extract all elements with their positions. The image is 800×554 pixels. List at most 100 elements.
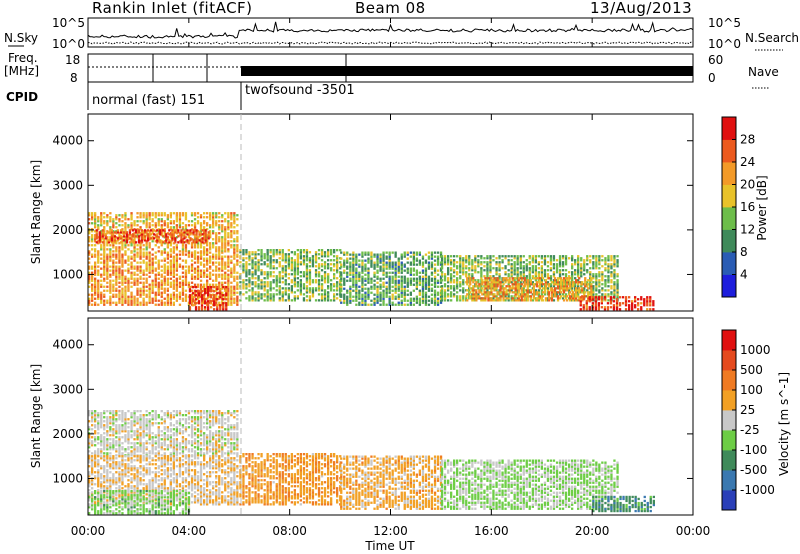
heatmap-cell-2	[100, 279, 103, 282]
heatmap-cell-5	[415, 273, 418, 276]
heatmap-cell-0	[88, 434, 91, 437]
heatmap-cell-0	[115, 430, 118, 433]
heatmap-cell-6	[528, 271, 531, 274]
heatmap-cell-0	[88, 232, 91, 235]
heatmap-cell-6	[507, 297, 510, 300]
heatmap-cell-4	[290, 287, 293, 290]
heatmap-cell-4	[260, 293, 263, 296]
heatmap-cell-6	[540, 279, 543, 282]
heatmap-cell-0	[115, 218, 118, 221]
heatmap-cell-4	[251, 277, 254, 280]
nave-tick-low: 0	[708, 71, 716, 85]
heatmap-cell-6	[543, 291, 547, 294]
heatmap-cell-7	[581, 295, 584, 298]
heatmap-cell-7	[569, 283, 572, 286]
heatmap-cell-2	[169, 303, 172, 306]
heatmap-cell-5	[391, 267, 394, 270]
heatmap-cell-4	[248, 281, 251, 284]
heatmap-cell-2	[209, 259, 212, 262]
heatmap-cell-2	[130, 273, 133, 276]
heatmap-cell-6	[456, 299, 459, 302]
heatmap-cell-4	[284, 265, 287, 268]
heatmap-cell-2	[91, 287, 94, 290]
heatmap-cell-2	[193, 303, 197, 306]
heatmap-cell-2	[215, 269, 218, 272]
heatmap-cell-1	[125, 233, 129, 236]
heatmap-cell-5	[394, 253, 397, 256]
heatmap-cell-0	[221, 244, 224, 247]
heatmap-cell-0	[100, 224, 103, 227]
heatmap-cell-1	[144, 237, 147, 240]
heatmap-cell-2	[203, 251, 206, 254]
heatmap-cell-0	[97, 250, 100, 253]
heatmap-cell-4	[254, 261, 257, 264]
heatmap-cell-5	[394, 285, 397, 288]
heatmap-cell-4	[299, 261, 302, 264]
heatmap-cell-7	[526, 299, 529, 302]
heatmap-cell-0	[133, 412, 136, 415]
heatmap-cell-0	[166, 226, 169, 229]
heatmap-cell-6	[601, 271, 604, 274]
heatmap-cell-2	[118, 257, 121, 260]
heatmap-cell-8	[634, 306, 637, 309]
heatmap-cell-4	[323, 299, 327, 302]
heatmap-cell-2	[115, 267, 118, 270]
heatmap-cell-2	[106, 253, 109, 256]
heatmap-cell-4	[275, 249, 278, 252]
heatmap-cell-0	[115, 242, 118, 245]
heatmap-cell-0	[124, 222, 127, 225]
heatmap-cell-6	[580, 271, 583, 274]
heatmap-cell-0	[175, 212, 178, 215]
heatmap-cell-2	[151, 257, 154, 260]
heatmap-cell-4	[308, 295, 312, 298]
heatmap-cell-0	[118, 424, 121, 427]
heatmap-cell-2	[175, 253, 178, 256]
heatmap-cell-0	[91, 234, 94, 237]
heatmap-cell-2	[106, 277, 109, 280]
heatmap-cell-5	[349, 279, 352, 282]
heatmap-cell-6	[546, 261, 550, 264]
heatmap-cell-2	[139, 251, 142, 254]
heatmap-cell-4	[336, 277, 339, 280]
heatmap-cell-6	[513, 279, 516, 282]
heatmap-cell-7	[508, 285, 511, 288]
heatmap-cell-5	[439, 251, 443, 254]
heatmap-cell-0	[121, 248, 124, 251]
heatmap-cell-3	[204, 292, 207, 295]
heatmap-cell-0	[224, 238, 227, 241]
heatmap-cell-0	[112, 428, 115, 431]
heatmap-cell-0	[136, 446, 139, 449]
heatmap-cell-0	[221, 246, 224, 249]
heatmap-cell-4	[275, 285, 278, 288]
heatmap-cell-7	[556, 287, 560, 290]
heatmap-cell-7	[532, 283, 535, 286]
heatmap-cell-4	[308, 269, 312, 272]
heatmap-cell-6	[534, 255, 537, 258]
heatmap-cell-5	[415, 251, 418, 254]
heatmap-cell-3	[216, 286, 219, 289]
heatmap-cell-7	[487, 283, 490, 286]
heatmap-cell-2	[178, 293, 182, 296]
heatmap-cell-5	[379, 277, 382, 280]
heatmap-cell-0	[91, 236, 94, 239]
heatmap-cell-0	[209, 214, 212, 217]
heatmap-cell-6	[483, 275, 486, 278]
heatmap-cell-6	[468, 275, 471, 278]
heatmap-cell-2	[184, 273, 188, 276]
heatmap-cell-0	[130, 428, 133, 431]
heatmap-cell-4	[269, 271, 272, 274]
heatmap-cell-5	[373, 299, 376, 302]
heatmap-cell-3	[197, 294, 201, 297]
heatmap-cell-2	[196, 261, 200, 264]
heatmap-cell-2	[160, 291, 163, 294]
station-title: Rankin Inlet (fitACF)	[92, 0, 253, 17]
heatmap-cell-2	[127, 277, 130, 280]
heatmap-cell-4	[290, 263, 293, 266]
heatmap-cell-5	[352, 253, 355, 256]
heatmap-cell-2	[133, 265, 136, 268]
heatmap-cell-5	[397, 293, 400, 296]
heatmap-cell-8	[606, 302, 610, 305]
heatmap-cell-2	[193, 267, 197, 270]
heatmap-cell-5	[367, 295, 370, 298]
heatmap-cell-3	[213, 308, 216, 311]
